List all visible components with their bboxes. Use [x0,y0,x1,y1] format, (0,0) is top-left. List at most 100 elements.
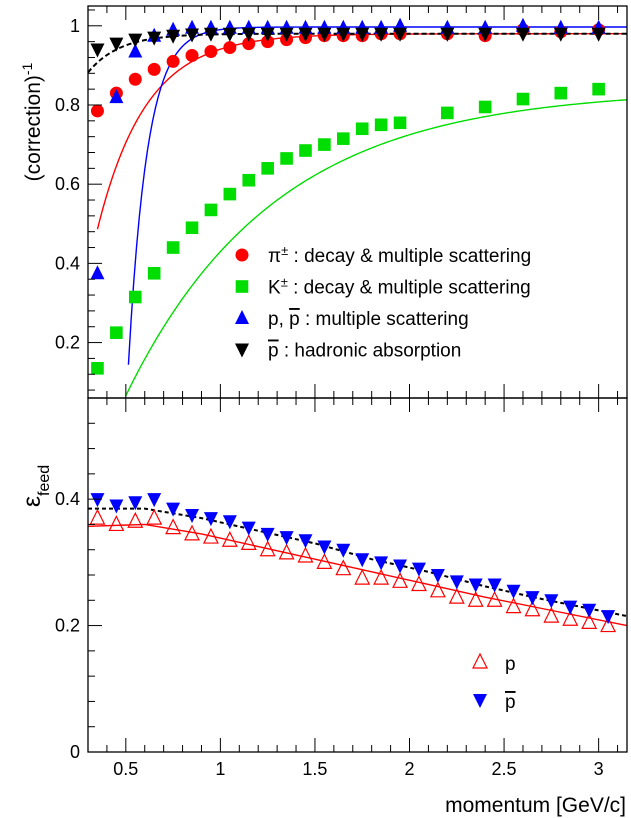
legend-label-1: K± : decay & multiple scattering [268,274,531,299]
top-data-point [109,89,124,104]
bottom-data-point [373,568,390,585]
bottom-axis: 0.5 1 1.5 2 2.5 3 0 0.2 0.4 [55,397,619,779]
top-data-point [355,27,370,42]
bottom-data-point [317,540,332,555]
top-data-point [90,104,104,118]
top-data-point [393,27,408,42]
bottom-data-point [410,575,427,592]
bottom-data-point [202,527,219,544]
top-data-point [204,203,218,217]
bottom-fit-curve-0 [87,523,628,627]
bottom-data-point [354,568,371,585]
legend-label-2: p, p : multiple scattering [268,309,469,330]
top-data-point [516,92,530,106]
bottom-data-point [128,496,143,511]
bottom-y-axis-title-text: ε [18,496,46,507]
bottom-fit-curve-1 [88,507,628,618]
bottom-data-point [222,515,237,530]
bottom-data-point [563,600,578,615]
bottom-data-point [259,540,276,557]
bottom-legend-label-0: p [505,654,516,675]
bottom-data-point [448,587,465,604]
bottom-fit-curves [87,507,628,627]
bottom-data-point [336,543,351,558]
top-panel: 0.2 0.4 0.6 0.8 1 π± : decay & multiple scat… [19,5,628,399]
top-data-point [374,27,389,42]
top-data-point [242,173,256,187]
bottom-data-point [525,591,540,606]
top-y-tick-label: 0.4 [55,253,80,273]
top-data-point [90,265,105,280]
top-y-axis-title: (correction)-1 [19,62,45,181]
bottom-data-point [221,530,238,547]
bottom-data-point [393,559,408,574]
top-data-point [393,116,407,130]
bottom-data-point [90,493,105,508]
x-tick-label: 3 [594,759,604,779]
bottom-data-point [165,518,182,535]
top-y-axis-title-exponent: -1 [19,62,35,75]
bottom-data-point [240,534,257,550]
bottom-y-axis-title-subscript: feed [36,465,53,496]
top-data-point [109,37,124,52]
bottom-data-point [506,584,521,599]
top-data-point [223,41,237,55]
top-data-point [279,27,294,42]
bottom-data-point [544,594,559,609]
bottom-y-tick-label: 0.2 [55,616,80,636]
bottom-data-point [316,553,333,569]
top-data-point [592,82,605,96]
bottom-plot-frame [87,397,628,753]
top-data-point [336,27,351,42]
top-data-point [128,33,143,48]
legend-marker-0 [235,248,249,262]
top-data-point [261,162,274,175]
x-axis-title: momentum [GeV/c] [445,794,626,817]
top-data-point [90,43,105,58]
top-data-point [515,27,530,42]
bottom-y-tick-label: 0 [70,742,80,762]
top-y-tick-label: 1 [70,16,80,36]
top-data-point [554,86,568,100]
top-data-point [553,27,568,42]
bottom-data-point [108,515,125,532]
top-data-point [337,132,350,145]
top-data-point [440,27,455,42]
top-data-point [355,122,369,136]
top-data-point [128,72,142,86]
top-y-tick-label: 0.2 [55,333,80,353]
top-data-point [166,241,180,254]
top-data-point [222,27,237,42]
top-data-point [110,326,123,339]
bottom-data-point [468,578,483,593]
bottom-data-point [278,543,295,560]
top-data-point [128,290,142,304]
top-data-point [185,48,199,62]
top-data-point [241,27,256,42]
bottom-panel: 0.5 1 1.5 2 2.5 3 0 0.2 0.4 pp εfeed momentum [G… [18,397,628,817]
bottom-data-point [429,581,446,598]
top-data-point [185,221,199,235]
x-tick-label: 2.5 [492,759,517,779]
bottom-data-point [185,508,200,523]
bottom-y-tick-label: 0.4 [55,489,80,509]
legend-label-0: π± : decay & multiple scattering [268,243,531,268]
top-data-point [441,106,454,120]
top-data-point [166,54,180,68]
legend-marker-1 [235,280,249,293]
bottom-data-point [524,600,541,617]
top-data-point [260,27,275,42]
bottom-data-point [581,613,598,630]
bottom-data-point [260,527,275,542]
top-y-tick-label: 0.6 [55,174,80,194]
bottom-data-point [562,609,579,626]
bottom-legend-marker-0 [472,652,488,669]
top-y-tick-label: 0.8 [55,95,80,115]
bottom-data-point [166,502,181,517]
top-data-point [478,100,492,114]
bottom-data-point [298,534,313,549]
top-data-point [166,29,181,44]
top-data-point [374,118,388,132]
bottom-legend-marker-1 [473,694,487,708]
